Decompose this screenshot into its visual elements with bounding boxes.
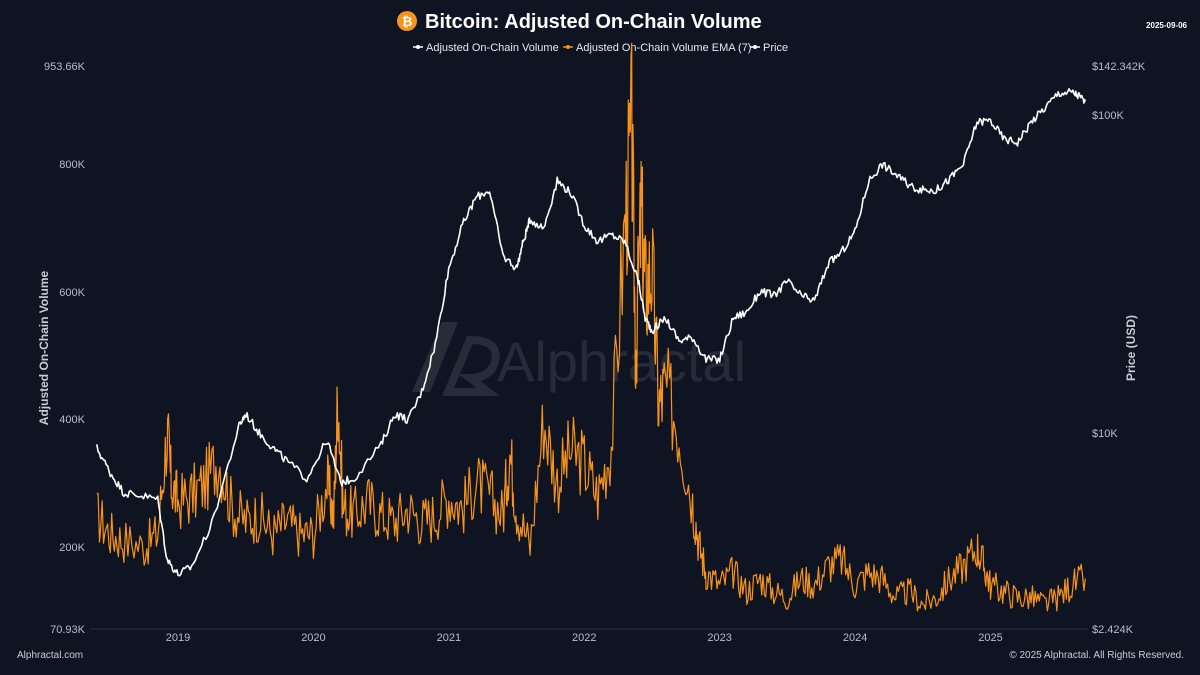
watermark-text: Alphractal — [497, 330, 746, 393]
legend-label-volume: Adjusted On-Chain Volume — [426, 42, 559, 54]
bitcoin-icon: ₿ — [397, 11, 417, 31]
y-left-tick-label: 800K — [59, 159, 85, 171]
x-tick-label: 2023 — [707, 632, 731, 644]
y-left-axis-title: Adjusted On-Chain Volume — [37, 270, 51, 425]
watermark: Alphractal — [412, 322, 746, 396]
y-right-tick-label: $142.342K — [1092, 61, 1146, 73]
svg-text:₿: ₿ — [402, 14, 413, 29]
y-left-tick-label: 600K — [59, 287, 85, 299]
y-left-tick-label: 953.66K — [44, 61, 86, 73]
y-left-tick-label: 400K — [59, 414, 85, 426]
y-right-tick-label: $2.424K — [1092, 624, 1134, 636]
y-left-ticks: 953.66K 800K 600K 400K 200K 70.93K — [44, 61, 86, 636]
alphractal-logo-icon — [412, 322, 500, 396]
chart-date: 2025-09-06 — [1146, 21, 1187, 30]
y-right-tick-label: $100K — [1092, 110, 1124, 122]
x-tick-label: 2022 — [572, 632, 596, 644]
legend-item-volume[interactable]: Adjusted On-Chain Volume — [413, 42, 559, 54]
x-ticks: 2019 2020 2021 2022 2023 2024 2025 — [166, 632, 1003, 644]
x-tick-label: 2021 — [437, 632, 461, 644]
chart-title: Bitcoin: Adjusted On-Chain Volume — [425, 11, 762, 33]
y-left-tick-label: 70.93K — [50, 624, 86, 636]
x-tick-label: 2024 — [843, 632, 867, 644]
x-tick-label: 2019 — [166, 632, 190, 644]
y-right-tick-label: $10K — [1092, 428, 1118, 440]
legend-label-ema: Adjusted On-Chain Volume EMA (7) — [576, 42, 751, 54]
footer-left: Alphractal.com — [17, 650, 83, 661]
y-right-axis-title: Price (USD) — [1124, 315, 1138, 381]
ema-series-line — [96, 42, 1086, 612]
price-series-line — [96, 88, 1087, 577]
x-tick-label: 2020 — [301, 632, 325, 644]
footer-right: © 2025 Alphractal. All Rights Reserved. — [1009, 650, 1184, 661]
x-tick-label: 2025 — [978, 632, 1002, 644]
y-right-ticks: $142.342K $100K $10K $2.424K — [1092, 61, 1146, 636]
y-left-tick-label: 200K — [59, 542, 85, 554]
legend-label-price: Price — [763, 42, 788, 54]
series-layer — [96, 42, 1087, 612]
legend-item-ema[interactable]: Adjusted On-Chain Volume EMA (7) — [563, 42, 751, 54]
legend-item-price[interactable]: Price — [750, 42, 788, 54]
legend: Adjusted On-Chain Volume Adjusted On-Cha… — [413, 42, 788, 54]
